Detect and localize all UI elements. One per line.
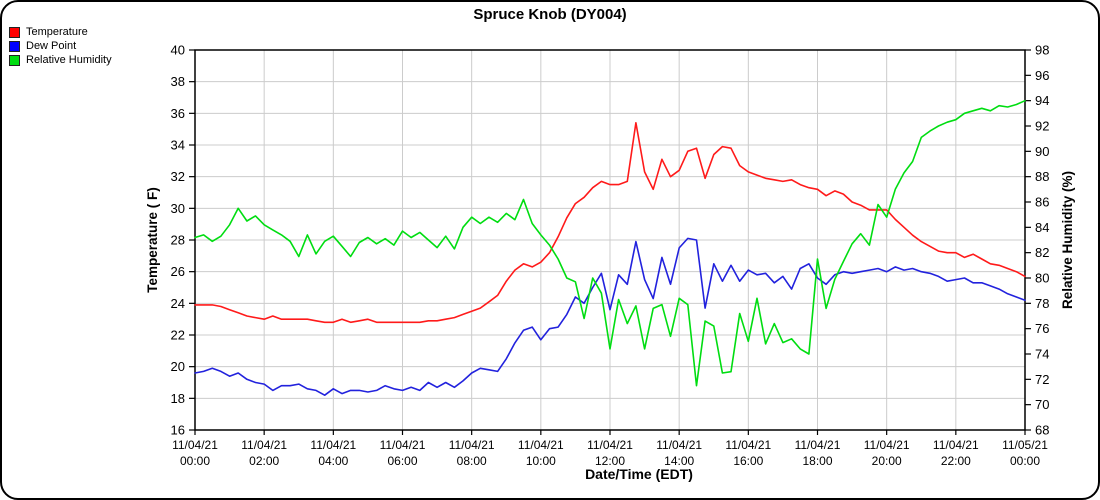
x-tick-label: 11/04/21 20:00 bbox=[864, 438, 910, 468]
y-right-tick-label: 94 bbox=[1035, 93, 1049, 108]
x-tick-label: 11/04/21 08:00 bbox=[449, 438, 495, 468]
legend-item-temperature: Temperature bbox=[9, 25, 112, 39]
axis-ticks: 16 18 20 22 24 26 28 30 32 34 36 38 40 68 70 72 74 76 78 80… bbox=[171, 43, 1050, 469]
y-left-tick-label: 20 bbox=[171, 359, 185, 374]
legend-item-dew-point: Dew Point bbox=[9, 39, 112, 53]
legend-label-relative-humidity: Relative Humidity bbox=[26, 54, 112, 66]
y-left-tick-label: 40 bbox=[171, 43, 185, 58]
legend-item-relative-humidity: Relative Humidity bbox=[9, 53, 112, 67]
y-left-tick-label: 22 bbox=[171, 328, 185, 343]
chart-title: Spruce Knob (DY004) bbox=[473, 6, 627, 23]
y-right-tick-label: 70 bbox=[1035, 397, 1049, 412]
y-left-tick-label: 34 bbox=[171, 138, 185, 153]
temperature-swatch-icon bbox=[9, 26, 20, 38]
dew-point-swatch-icon bbox=[9, 40, 20, 52]
x-tick-label: 11/04/21 18:00 bbox=[795, 438, 841, 468]
x-tick-label: 11/04/21 12:00 bbox=[587, 438, 633, 468]
y-right-tick-label: 84 bbox=[1035, 220, 1049, 235]
x-tick-label: 11/05/21 00:00 bbox=[1002, 438, 1048, 468]
y-right-tick-label: 90 bbox=[1035, 144, 1049, 159]
y-right-tick-label: 80 bbox=[1035, 271, 1049, 286]
y-right-tick-label: 72 bbox=[1035, 372, 1049, 387]
series-line-temperature bbox=[194, 122, 1026, 324]
legend-label-dew-point: Dew Point bbox=[26, 40, 77, 52]
y-left-tick-label: 26 bbox=[171, 264, 185, 279]
legend: Temperature Dew Point Relative Humidity bbox=[9, 25, 112, 67]
gridlines bbox=[195, 50, 1025, 430]
y-right-tick-label: 78 bbox=[1035, 296, 1049, 311]
x-axis-title: Date/Time (EDT) bbox=[585, 466, 693, 482]
x-tick-label: 11/04/21 14:00 bbox=[656, 438, 702, 468]
y-axis-left-title: Temperature ( F) bbox=[145, 187, 160, 293]
y-right-tick-label: 98 bbox=[1035, 43, 1049, 58]
x-tick-label: 11/04/21 22:00 bbox=[933, 438, 979, 468]
y-right-tick-label: 76 bbox=[1035, 321, 1049, 336]
y-left-tick-label: 24 bbox=[171, 296, 185, 311]
y-left-tick-label: 30 bbox=[171, 201, 185, 216]
y-right-tick-label: 74 bbox=[1035, 347, 1049, 362]
y-left-tick-label: 38 bbox=[171, 74, 185, 89]
y-right-tick-label: 68 bbox=[1035, 423, 1049, 438]
x-tick-label: 11/04/21 02:00 bbox=[241, 438, 287, 468]
y-left-tick-label: 18 bbox=[171, 391, 185, 406]
y-right-tick-label: 86 bbox=[1035, 195, 1049, 210]
x-tick-label: 11/04/21 00:00 bbox=[172, 438, 218, 468]
y-right-tick-label: 96 bbox=[1035, 68, 1049, 83]
x-tick-label: 11/04/21 16:00 bbox=[725, 438, 771, 468]
y-axis-right-title: Relative Humidity (%) bbox=[1060, 171, 1075, 309]
plot-area: 16 18 20 22 24 26 28 30 32 34 36 38 40 68 70 72 74 76 78 80… bbox=[171, 43, 1050, 469]
y-left-tick-label: 32 bbox=[171, 169, 185, 184]
series-line-dew-point bbox=[194, 237, 1026, 397]
series-line-relative-humidity bbox=[194, 99, 1026, 387]
legend-label-temperature: Temperature bbox=[26, 26, 88, 38]
y-left-tick-label: 28 bbox=[171, 233, 185, 248]
y-left-tick-label: 16 bbox=[171, 423, 185, 438]
y-right-tick-label: 88 bbox=[1035, 169, 1049, 184]
x-tick-label: 11/04/21 06:00 bbox=[380, 438, 426, 468]
x-tick-label: 11/04/21 04:00 bbox=[310, 438, 356, 468]
y-left-tick-label: 36 bbox=[171, 106, 185, 121]
y-right-tick-label: 82 bbox=[1035, 245, 1049, 260]
y-right-tick-label: 92 bbox=[1035, 119, 1049, 134]
relative-humidity-swatch-icon bbox=[9, 54, 20, 66]
x-tick-label: 11/04/21 10:00 bbox=[518, 438, 564, 468]
